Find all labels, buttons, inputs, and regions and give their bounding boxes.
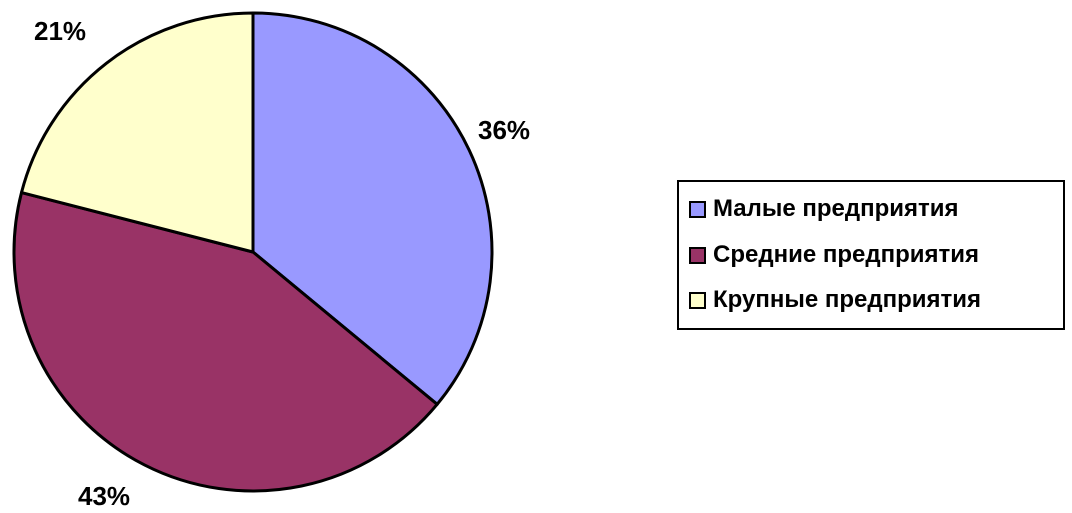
slice-krupnye	[20, 11, 255, 254]
slice-label-krupnye: 21%	[34, 16, 86, 46]
slice-srednie	[12, 191, 439, 493]
legend-swatch-srednie	[689, 246, 706, 264]
legend-label-srednie: Средние предприятия	[713, 241, 980, 268]
legend-label-malye: Малые предприятия	[713, 195, 959, 222]
slice-label-malye: 36%	[478, 115, 530, 145]
legend-swatch-malye	[689, 200, 706, 218]
legend: Малые предприятия Средние предприятия Кр…	[677, 180, 1065, 330]
legend-label-krupnye: Крупные предприятия	[713, 286, 982, 313]
legend-swatch-krupnye	[689, 291, 706, 309]
legend-item-krupnye: Крупные предприятия	[689, 285, 981, 315]
slice-malye	[251, 11, 494, 406]
legend-item-srednie: Средние предприятия	[689, 240, 979, 270]
slice-label-srednie: 43%	[78, 481, 130, 511]
legend-item-malye: Малые предприятия	[689, 194, 959, 224]
slices-layer	[12, 11, 494, 493]
